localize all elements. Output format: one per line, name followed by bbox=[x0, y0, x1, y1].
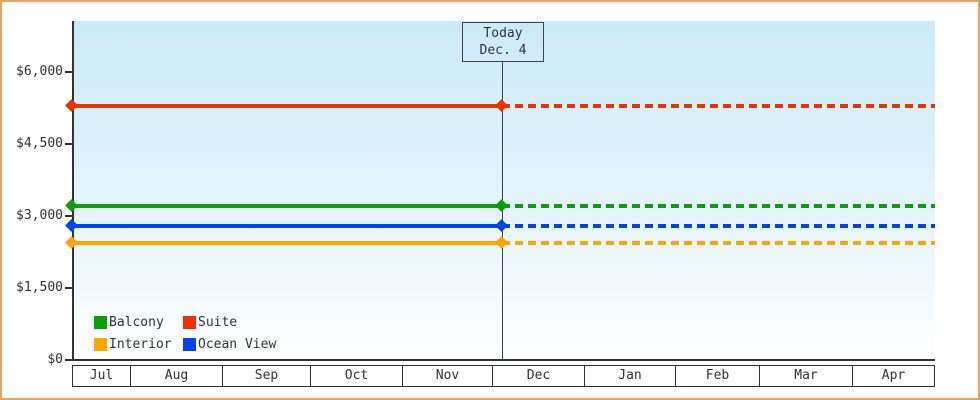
month-cell-jul: Jul bbox=[73, 365, 131, 387]
y-tick bbox=[65, 143, 72, 145]
price-line-suite-history bbox=[72, 103, 502, 108]
legend-swatch-ocean-view bbox=[183, 337, 196, 351]
price-line-interior-history bbox=[72, 241, 502, 246]
month-cell-nov: Nov bbox=[403, 365, 493, 387]
price-line-interior-projection bbox=[502, 241, 935, 246]
today-annotation-box: Today Dec. 4 bbox=[462, 22, 544, 62]
legend-item-suite: Suite bbox=[183, 314, 276, 330]
month-cell-feb: Feb bbox=[676, 365, 760, 387]
legend: Balcony Suite Interior Ocean View bbox=[94, 314, 277, 352]
legend-label-ocean-view: Ocean View bbox=[198, 336, 277, 352]
month-cell-oct: Oct bbox=[311, 365, 403, 387]
y-tick bbox=[65, 71, 72, 73]
price-line-ocean-view-projection bbox=[502, 223, 935, 228]
y-tick-label: $4,500 bbox=[16, 136, 63, 151]
y-tick bbox=[65, 287, 72, 289]
today-label: Today bbox=[483, 26, 523, 41]
x-axis-line bbox=[72, 359, 935, 361]
legend-swatch-balcony bbox=[94, 315, 107, 329]
price-line-suite-projection bbox=[502, 103, 935, 108]
y-tick bbox=[65, 215, 72, 217]
price-line-ocean-view-history bbox=[72, 223, 502, 228]
y-tick-label: $0 bbox=[47, 352, 63, 367]
month-cell-dec: Dec bbox=[493, 365, 585, 387]
month-cell-aug: Aug bbox=[131, 365, 223, 387]
x-axis-month-row: Jul Aug Sep Oct Nov Dec Jan Feb Mar Apr bbox=[72, 365, 935, 387]
legend-label-interior: Interior bbox=[109, 336, 172, 352]
month-cell-mar: Mar bbox=[760, 365, 853, 387]
y-tick-label: $3,000 bbox=[16, 208, 63, 223]
price-line-balcony-history bbox=[72, 204, 502, 209]
legend-swatch-suite bbox=[183, 315, 196, 329]
price-line-balcony-projection bbox=[502, 204, 935, 209]
plot-area bbox=[74, 21, 935, 360]
legend-label-balcony: Balcony bbox=[109, 314, 164, 330]
y-axis-line bbox=[72, 21, 74, 361]
today-vertical-line bbox=[502, 62, 503, 360]
month-cell-sep: Sep bbox=[223, 365, 311, 387]
legend-item-interior: Interior bbox=[94, 336, 183, 352]
legend-swatch-interior bbox=[94, 337, 107, 351]
y-tick bbox=[65, 359, 72, 361]
legend-item-balcony: Balcony bbox=[94, 314, 183, 330]
y-tick-label: $6,000 bbox=[16, 64, 63, 79]
legend-label-suite: Suite bbox=[198, 314, 238, 330]
legend-item-ocean-view: Ocean View bbox=[183, 336, 277, 352]
y-tick-label: $1,500 bbox=[16, 280, 63, 295]
month-cell-jan: Jan bbox=[585, 365, 676, 387]
month-cell-apr: Apr bbox=[853, 365, 935, 387]
today-date: Dec. 4 bbox=[479, 43, 527, 58]
